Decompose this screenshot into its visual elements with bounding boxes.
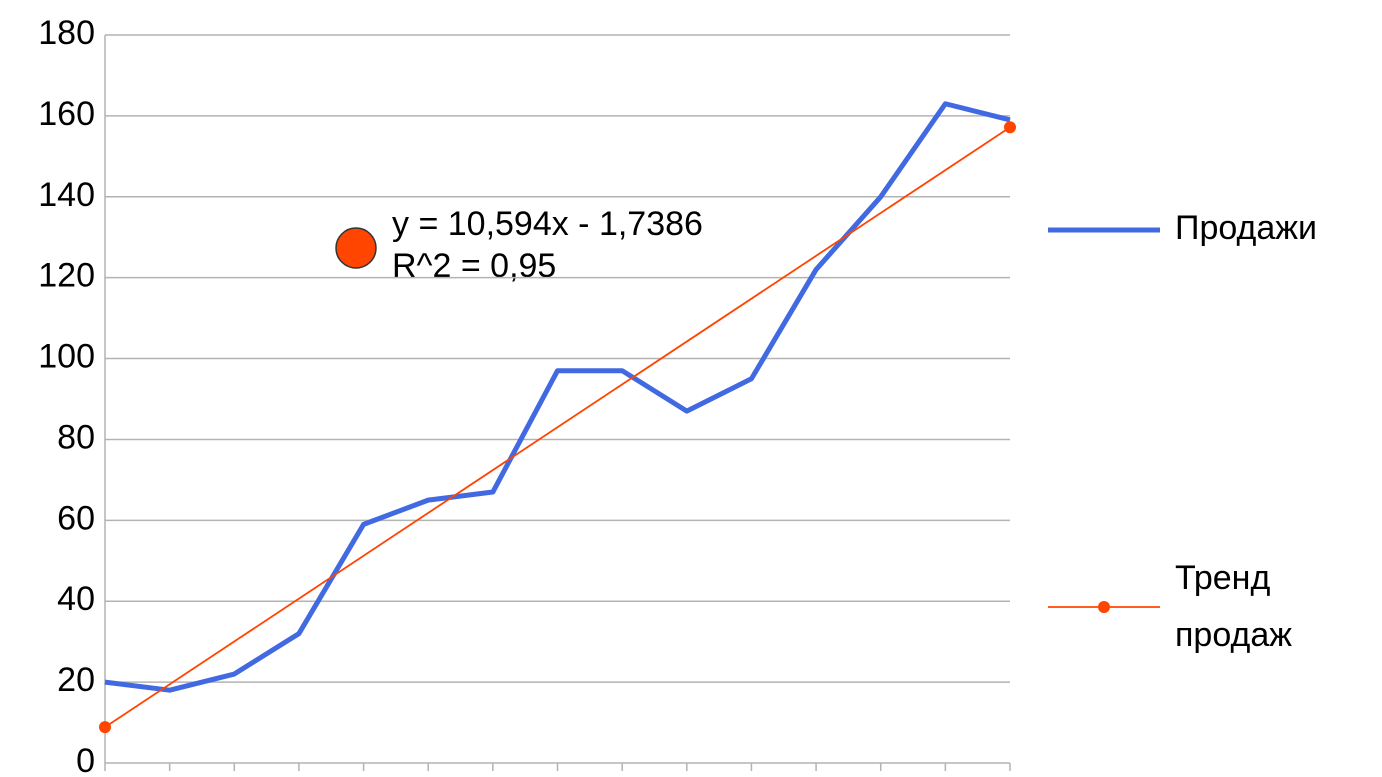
- series-marker: [99, 721, 111, 734]
- series-marker: [1004, 121, 1016, 134]
- y-tick-label: 80: [57, 418, 95, 456]
- y-tick-label: 160: [38, 95, 95, 133]
- legend-label: Тренд продаж: [1175, 559, 1292, 654]
- series-line: [104, 126, 1011, 728]
- y-tick-label: 0: [76, 742, 95, 777]
- equation-marker: [335, 227, 377, 269]
- trend-equation: y = 10,594x - 1,7386: [392, 205, 703, 243]
- y-tick-label: 60: [57, 499, 95, 537]
- y-tick-label: 120: [38, 257, 95, 295]
- y-tick-label: 180: [38, 14, 95, 52]
- legend-label: Продажи: [1175, 209, 1317, 247]
- series-line: [104, 101, 1011, 693]
- y-tick-label: 40: [57, 580, 95, 618]
- trend-r2: R^2 = 0,95: [392, 247, 556, 285]
- legend-marker: [1098, 601, 1110, 613]
- y-tick-label: 140: [38, 176, 95, 214]
- y-tick-label: 20: [57, 661, 95, 699]
- y-tick-label: 100: [38, 338, 95, 376]
